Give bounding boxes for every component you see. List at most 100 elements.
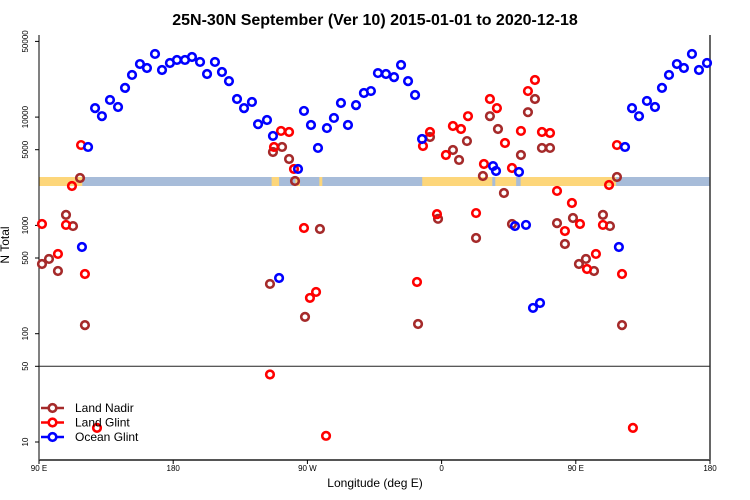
point-land-glint <box>529 74 541 86</box>
point-ocean-glint <box>267 130 279 142</box>
point-land-glint <box>298 222 310 234</box>
point-ocean-glint <box>534 297 546 309</box>
point-land-glint <box>264 369 276 380</box>
point-ocean-glint <box>119 82 131 94</box>
point-land-nadir <box>616 320 628 331</box>
point-land-glint <box>559 225 571 237</box>
y-tick-label: 5000 <box>21 140 30 158</box>
point-ocean-glint <box>619 141 631 153</box>
point-land-glint <box>52 248 64 260</box>
point-land-nadir <box>60 209 72 221</box>
point-ocean-glint <box>223 75 235 87</box>
point-land-nadir <box>611 171 623 183</box>
land-band <box>495 177 517 186</box>
y-tick-label: 10 <box>21 437 30 446</box>
land-band <box>271 177 280 186</box>
point-ocean-glint <box>104 94 116 106</box>
point-land-glint <box>462 111 474 122</box>
y-axis-label: N Total <box>0 226 12 263</box>
point-land-nadir <box>299 311 311 322</box>
point-ocean-glint <box>261 114 273 126</box>
point-land-nadir <box>447 144 459 156</box>
point-ocean-glint <box>238 103 250 114</box>
point-land-glint <box>283 126 295 138</box>
x-axis-label: Longitude (deg E) <box>327 476 422 490</box>
point-land-glint <box>611 139 623 151</box>
point-land-glint <box>66 180 78 192</box>
point-ocean-glint <box>209 56 221 68</box>
point-ocean-glint <box>490 165 502 177</box>
point-ocean-glint <box>678 62 690 74</box>
point-land-nadir <box>580 253 592 265</box>
land-band <box>520 177 617 186</box>
point-land-nadir <box>264 278 276 290</box>
x-tick-label: 180 <box>167 464 181 473</box>
point-land-nadir <box>314 223 326 235</box>
point-ocean-glint <box>613 241 624 253</box>
land-band <box>39 177 83 186</box>
point-land-glint <box>411 276 423 288</box>
point-land-glint <box>447 120 459 132</box>
point-ocean-glint <box>186 51 198 63</box>
x-tick-label: 90 E <box>568 464 584 473</box>
point-land-glint <box>581 263 593 275</box>
point-land-glint <box>551 185 563 197</box>
point-land-nadir <box>453 154 465 166</box>
point-ocean-glint <box>312 142 324 154</box>
point-land-glint <box>304 292 316 304</box>
point-ocean-glint <box>298 105 310 117</box>
point-ocean-glint <box>335 97 347 109</box>
point-land-nadir <box>529 93 541 105</box>
point-land-glint <box>470 207 482 219</box>
point-ocean-glint <box>527 302 539 314</box>
point-land-nadir <box>432 213 444 224</box>
land-band <box>319 177 323 186</box>
point-ocean-glint <box>149 48 161 60</box>
point-ocean-glint <box>126 69 138 81</box>
point-ocean-glint <box>671 58 682 70</box>
point-land-glint <box>36 218 48 230</box>
point-ocean-glint <box>395 59 407 71</box>
point-land-nadir <box>477 170 489 182</box>
point-land-glint <box>616 268 628 280</box>
y-tick-label: 100 <box>21 326 30 340</box>
point-ocean-glint <box>342 119 354 131</box>
data-points <box>36 48 713 441</box>
point-ocean-glint <box>509 220 521 232</box>
point-land-nadir <box>276 141 288 153</box>
point-ocean-glint <box>372 67 384 79</box>
point-ocean-glint <box>82 141 94 153</box>
point-land-nadir <box>79 320 91 331</box>
point-land-glint <box>440 149 452 161</box>
point-land-nadir <box>567 212 579 224</box>
point-land-glint <box>268 141 280 153</box>
point-land-glint <box>536 126 548 138</box>
point-land-glint <box>499 137 511 149</box>
point-ocean-glint <box>246 96 258 108</box>
point-ocean-glint <box>134 58 146 70</box>
point-land-nadir <box>551 218 563 229</box>
point-land-glint <box>310 286 322 298</box>
point-land-glint <box>544 127 556 139</box>
point-ocean-glint <box>216 66 228 78</box>
point-ocean-glint <box>112 101 124 113</box>
point-ocean-glint <box>663 69 675 81</box>
x-ticks: 90 E 180 90 W 0 90 E 180 <box>31 460 717 473</box>
point-land-glint <box>478 158 490 170</box>
point-ocean-glint <box>633 111 645 122</box>
point-ocean-glint <box>686 48 698 60</box>
point-land-nadir <box>573 258 585 270</box>
land-band <box>422 177 493 186</box>
y-tick-label: 500 <box>21 251 30 265</box>
point-ocean-glint <box>273 272 285 284</box>
point-ocean-glint <box>305 119 317 131</box>
point-ocean-glint <box>701 57 713 69</box>
point-land-nadir <box>36 258 48 270</box>
point-land-nadir <box>536 142 548 154</box>
point-land-glint <box>288 163 300 175</box>
point-ocean-glint <box>409 89 421 101</box>
point-ocean-glint <box>201 68 213 80</box>
point-ocean-glint <box>388 72 400 83</box>
